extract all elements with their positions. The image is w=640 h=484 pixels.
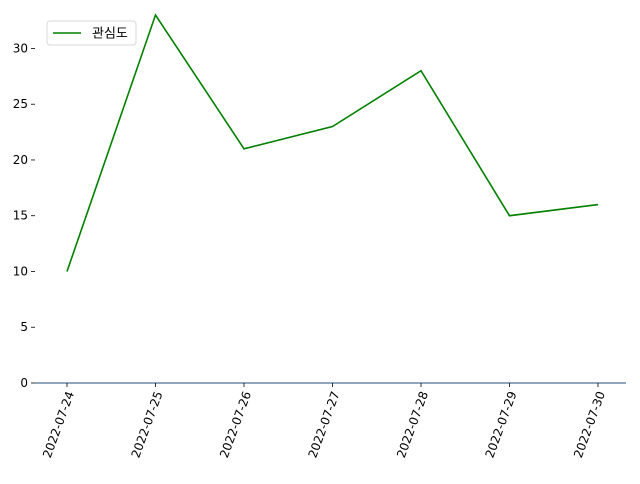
y-tick-label: 25 xyxy=(13,97,28,111)
y-axis: 0 5 10 15 20 25 30 xyxy=(13,41,35,390)
x-tick-label: 2022-07-24 xyxy=(40,389,77,459)
series-line xyxy=(66,13,599,272)
legend-label: 관심도 xyxy=(92,27,128,42)
legend-box xyxy=(46,20,137,46)
y-tick-label: 10 xyxy=(13,264,28,278)
x-tick-label: 2022-07-30 xyxy=(571,389,608,459)
x-axis: 2022-07-24 2022-07-25 2022-07-26 2022-07-27… xyxy=(35,382,626,460)
series-layer xyxy=(66,13,599,272)
y-tick-label: 5 xyxy=(20,320,28,334)
x-tick-label: 2022-07-27 xyxy=(306,389,343,459)
y-tick-label: 20 xyxy=(13,153,28,167)
y-tick-label: 15 xyxy=(13,209,28,223)
x-tick-label: 2022-07-25 xyxy=(129,389,166,459)
legend: 관심도 xyxy=(46,20,137,46)
x-tick-label: 2022-07-26 xyxy=(217,389,254,459)
y-tick-label: 30 xyxy=(13,41,28,55)
x-tick-label: 2022-07-28 xyxy=(394,389,431,459)
x-tick-label: 2022-07-29 xyxy=(483,389,520,459)
y-tick-label: 0 xyxy=(20,376,28,390)
